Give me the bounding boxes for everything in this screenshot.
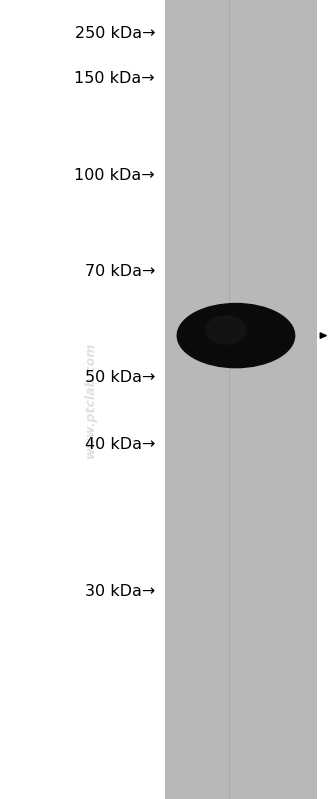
Ellipse shape	[205, 316, 247, 344]
Text: 100 kDa→: 100 kDa→	[75, 169, 155, 183]
Text: 30 kDa→: 30 kDa→	[85, 584, 155, 598]
Text: 50 kDa→: 50 kDa→	[85, 370, 155, 384]
Text: 40 kDa→: 40 kDa→	[85, 437, 155, 451]
Text: www.ptclab.com: www.ptclab.com	[84, 341, 97, 458]
Text: 150 kDa→: 150 kDa→	[75, 71, 155, 85]
Text: 250 kDa→: 250 kDa→	[75, 26, 155, 41]
Text: 70 kDa→: 70 kDa→	[85, 264, 155, 279]
Ellipse shape	[177, 303, 295, 368]
Bar	[165, 0, 317, 799]
